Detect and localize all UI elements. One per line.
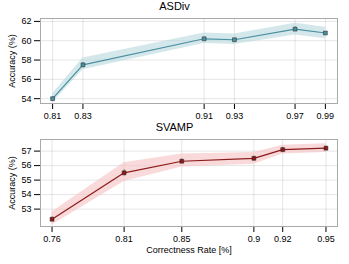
svg-text:0.9: 0.9 [248, 234, 261, 244]
svg-text:Accuracy (%): Accuracy (%) [7, 156, 17, 210]
svg-text:0.93: 0.93 [226, 111, 244, 121]
svg-text:57: 57 [21, 146, 31, 156]
svg-text:58: 58 [21, 55, 31, 65]
svg-text:0.76: 0.76 [43, 234, 61, 244]
svg-text:0.97: 0.97 [286, 111, 304, 121]
svg-text:0.81: 0.81 [44, 111, 62, 121]
svg-text:0.92: 0.92 [274, 234, 292, 244]
svg-text:62: 62 [21, 16, 31, 26]
svg-text:0.99: 0.99 [317, 111, 335, 121]
svg-text:Correctness Rate [%]: Correctness Rate [%] [146, 245, 232, 255]
svg-text:54: 54 [21, 189, 31, 199]
svg-text:60: 60 [21, 36, 31, 46]
svg-text:0.91: 0.91 [195, 111, 213, 121]
svg-text:54: 54 [21, 94, 31, 104]
svg-text:56: 56 [21, 74, 31, 84]
html-text:ASDiv: ASDiv [159, 0, 190, 12]
svg-text:53: 53 [21, 204, 31, 214]
svg-text:0.81: 0.81 [115, 234, 133, 244]
html-text:SVAMP: SVAMP [155, 121, 194, 133]
svg-text:0.83: 0.83 [74, 111, 92, 121]
svg-text:0.95: 0.95 [317, 234, 335, 244]
svg-text:56: 56 [21, 160, 31, 170]
svg-text:0.85: 0.85 [173, 234, 191, 244]
svg-text:Accuracy (%): Accuracy (%) [7, 34, 17, 88]
svg-text:55: 55 [21, 175, 31, 185]
